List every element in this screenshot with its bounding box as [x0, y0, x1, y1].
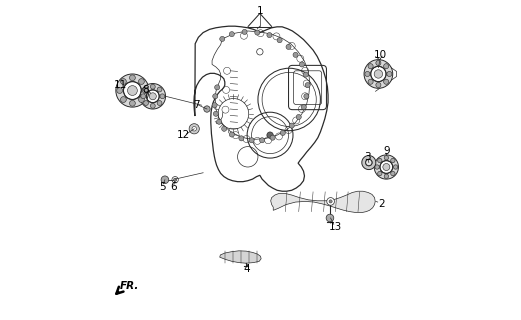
Circle shape [139, 97, 144, 102]
Circle shape [157, 100, 162, 106]
Circle shape [391, 158, 395, 163]
Circle shape [383, 79, 389, 84]
Wedge shape [364, 60, 393, 88]
Wedge shape [374, 155, 399, 179]
Circle shape [161, 176, 169, 184]
Circle shape [217, 119, 221, 124]
Text: 5: 5 [159, 182, 166, 192]
Circle shape [157, 87, 162, 92]
Circle shape [204, 106, 210, 112]
Circle shape [221, 126, 227, 131]
Circle shape [270, 135, 275, 140]
Circle shape [393, 165, 398, 169]
Circle shape [242, 29, 247, 35]
Circle shape [375, 165, 379, 169]
Circle shape [384, 156, 389, 160]
Circle shape [293, 52, 298, 57]
Text: 7: 7 [193, 100, 200, 110]
Circle shape [160, 94, 165, 99]
Circle shape [144, 100, 148, 106]
Circle shape [387, 71, 392, 76]
Text: 12: 12 [177, 130, 190, 140]
Circle shape [267, 132, 273, 138]
Circle shape [128, 86, 138, 95]
Circle shape [289, 123, 294, 128]
Text: 11: 11 [114, 80, 127, 90]
Wedge shape [116, 74, 149, 107]
Circle shape [277, 38, 282, 43]
Circle shape [374, 70, 382, 78]
Circle shape [141, 94, 146, 99]
Circle shape [120, 97, 126, 102]
Circle shape [189, 124, 200, 134]
Circle shape [383, 164, 390, 171]
Circle shape [212, 103, 217, 108]
Circle shape [327, 197, 334, 205]
Circle shape [305, 83, 310, 88]
Text: 4: 4 [244, 264, 251, 274]
Circle shape [368, 64, 373, 69]
Circle shape [366, 159, 372, 166]
Circle shape [215, 85, 220, 90]
Text: 3: 3 [364, 152, 371, 162]
Circle shape [301, 105, 306, 110]
Circle shape [391, 172, 395, 176]
Circle shape [255, 30, 260, 35]
Circle shape [229, 132, 234, 137]
Circle shape [142, 88, 148, 93]
Circle shape [120, 79, 126, 84]
Circle shape [229, 32, 234, 37]
Circle shape [267, 33, 272, 38]
Circle shape [326, 214, 334, 222]
Text: 2: 2 [378, 199, 385, 209]
Circle shape [280, 130, 286, 135]
Circle shape [192, 126, 196, 131]
Circle shape [286, 44, 291, 50]
Text: 1: 1 [256, 6, 263, 16]
Text: 9: 9 [383, 146, 390, 156]
Circle shape [303, 72, 308, 77]
Circle shape [378, 158, 382, 163]
Circle shape [376, 83, 381, 87]
Circle shape [117, 88, 122, 93]
Circle shape [139, 79, 144, 84]
Circle shape [144, 87, 148, 92]
Circle shape [130, 100, 135, 106]
Polygon shape [220, 251, 261, 263]
Wedge shape [362, 156, 376, 170]
Text: 6: 6 [170, 182, 177, 192]
Circle shape [296, 115, 301, 120]
Circle shape [220, 36, 225, 42]
Circle shape [378, 172, 382, 176]
Text: FR.: FR. [120, 281, 139, 291]
Circle shape [213, 94, 218, 99]
Circle shape [376, 60, 381, 66]
Text: 13: 13 [329, 222, 342, 232]
Circle shape [151, 84, 155, 89]
Circle shape [239, 136, 244, 141]
Circle shape [151, 103, 155, 108]
Polygon shape [271, 191, 375, 212]
Wedge shape [140, 84, 166, 109]
Circle shape [173, 178, 177, 181]
Circle shape [213, 111, 218, 116]
Circle shape [384, 174, 389, 179]
Text: 10: 10 [374, 51, 387, 60]
Circle shape [368, 79, 373, 84]
Circle shape [304, 94, 309, 99]
Circle shape [383, 64, 389, 69]
Circle shape [365, 71, 370, 76]
Circle shape [259, 138, 265, 143]
Circle shape [300, 62, 304, 67]
Circle shape [329, 200, 332, 203]
Circle shape [249, 138, 254, 143]
Circle shape [150, 93, 156, 100]
Text: 8: 8 [142, 85, 149, 95]
Circle shape [130, 75, 135, 81]
